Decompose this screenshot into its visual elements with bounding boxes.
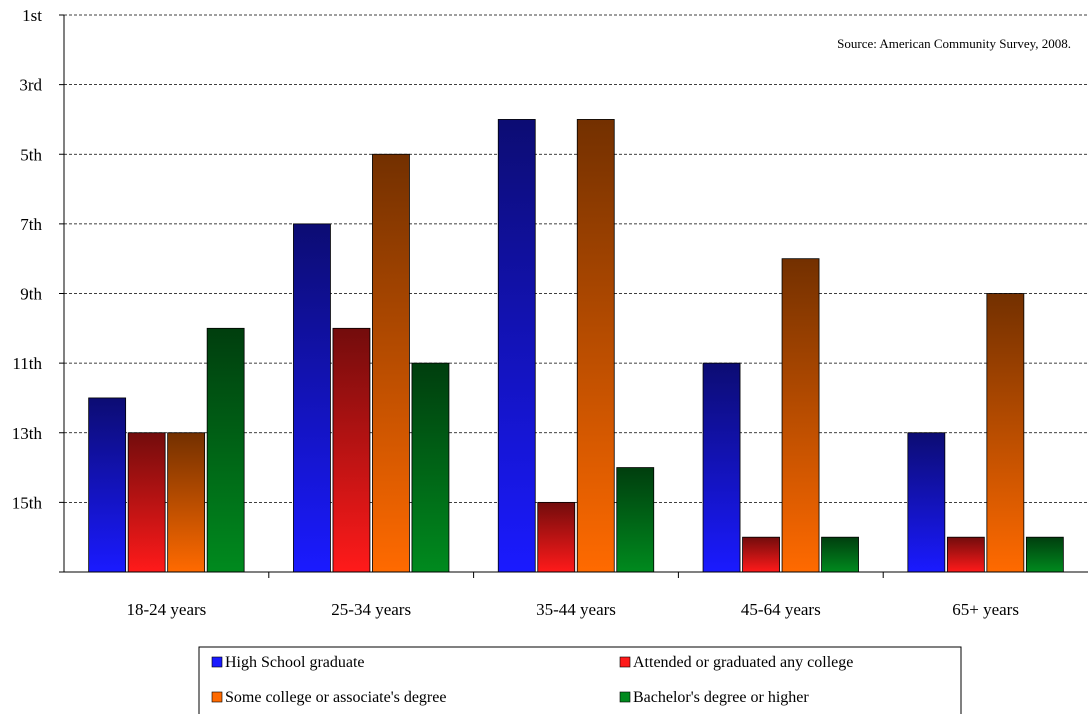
legend: High School graduate Attended or graduate… bbox=[198, 646, 962, 718]
y-tick-label: 9th bbox=[20, 285, 42, 304]
source-annotation: Source: American Community Survey, 2008. bbox=[837, 36, 1071, 51]
legend-box bbox=[198, 646, 962, 718]
bar bbox=[372, 153, 410, 573]
bar bbox=[781, 258, 820, 573]
bar bbox=[88, 397, 127, 573]
bars bbox=[88, 119, 1064, 573]
bar bbox=[206, 327, 245, 573]
bar bbox=[946, 536, 985, 573]
bar bbox=[907, 432, 946, 573]
bar bbox=[537, 501, 576, 573]
y-tick-label: 11th bbox=[12, 354, 42, 373]
y-tick-label: 7th bbox=[20, 215, 42, 234]
x-tick-label: 18-24 years bbox=[127, 600, 207, 619]
legend-label: Some college or associate's degree bbox=[225, 689, 446, 706]
bar bbox=[986, 293, 1025, 573]
x-tick-label: 45-64 years bbox=[741, 600, 821, 619]
bar bbox=[293, 223, 331, 573]
x-tick-label: 35-44 years bbox=[536, 600, 616, 619]
bar bbox=[702, 362, 741, 573]
bar bbox=[332, 327, 371, 573]
bar bbox=[167, 432, 206, 573]
bar bbox=[821, 536, 859, 573]
x-tick-label: 25-34 years bbox=[331, 600, 411, 619]
legend-label: Bachelor's degree or higher bbox=[633, 689, 809, 706]
legend-label: High School graduate bbox=[225, 654, 365, 671]
bar bbox=[1025, 536, 1064, 573]
legend-swatch bbox=[211, 691, 223, 703]
bar bbox=[576, 119, 615, 573]
bar bbox=[497, 119, 536, 573]
legend-swatch bbox=[211, 656, 223, 668]
y-tick-label: 5th bbox=[20, 145, 42, 164]
legend-swatch bbox=[619, 691, 631, 703]
y-tick-label: 1st bbox=[22, 6, 42, 25]
x-tick-label: 65+ years bbox=[952, 600, 1019, 619]
axes: 1st 3rd 5th 7th 9th 11th 13th 15th 18-24 years 25… bbox=[12, 6, 1088, 619]
bar bbox=[411, 362, 450, 573]
bar bbox=[742, 536, 780, 573]
y-tick-label: 3rd bbox=[19, 76, 42, 95]
y-tick-label: 15th bbox=[12, 493, 43, 512]
bar bbox=[127, 432, 166, 573]
bar bbox=[616, 467, 655, 573]
legend-swatch bbox=[619, 656, 631, 668]
y-tick-label: 13th bbox=[12, 424, 43, 443]
legend-label: Attended or graduated any college bbox=[633, 654, 853, 671]
